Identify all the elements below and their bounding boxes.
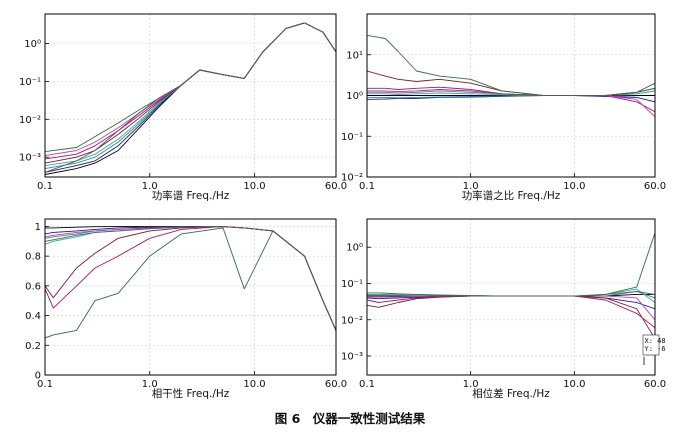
y-tick-label: 10⁻² (341, 173, 363, 184)
y-tick-label: 10⁻² (341, 315, 363, 326)
x-axis-label: 功率谱之比 Freq./Hz (462, 189, 561, 202)
x-tick-label: 0.1 (359, 181, 375, 192)
x-tick-label: 60.0 (325, 379, 347, 390)
x-axis-label: 相干性 Freq./Hz (152, 387, 230, 400)
series-group (367, 232, 655, 339)
x-tick-label: 10.0 (563, 181, 585, 192)
y-tick-label: 1 (35, 222, 41, 233)
x-tick-label: 10.0 (243, 181, 265, 192)
x-tick-label: 1.0 (463, 379, 479, 390)
figure-caption: 图 6 仪器一致性测试结果 (274, 411, 426, 426)
x-tick-label: 60.0 (644, 379, 666, 390)
y-tick-label: 10⁰ (346, 243, 363, 254)
x-tick-label: 1.0 (142, 181, 158, 192)
y-tick-label: 0 (35, 371, 41, 382)
series-line-9 (45, 22, 336, 173)
x-axis-label: 相位差 Freq./Hz (472, 387, 550, 400)
series-group (45, 22, 336, 175)
series-line-9 (367, 291, 655, 297)
plot-frame (44, 218, 337, 376)
x-tick-label: 10.0 (243, 379, 265, 390)
chart-panel-phase-diff: 0.1 1.0 10.0 60.0 10⁻³ 10⁻² 10⁻¹ 10⁰ 相位差 Freq./H… (341, 218, 666, 400)
plot-frame (366, 218, 656, 376)
x-tick-label: 60.0 (325, 181, 347, 192)
x-tick-label: 0.1 (37, 379, 53, 390)
chart-panel-coherence: 0.1 1.0 10.0 60.0 0 0.2 0.4 0.6 0.8 1 相干性 Freq./Hz (25, 218, 347, 400)
chart-panel-psd-ratio: 0.1 1.0 10.0 60.0 10⁻² 10⁻¹ 10⁰ 10¹ 功率谱之比 Freq./… (341, 13, 666, 202)
plot-area (45, 14, 336, 177)
series-line-7 (367, 90, 655, 118)
y-tick-label: 10⁻² (19, 115, 41, 126)
x-tick-label: 10.0 (563, 379, 585, 390)
series-line-9 (367, 82, 655, 96)
y-tick-label: 10⁻¹ (19, 77, 41, 88)
x-tick-label: 1.0 (142, 379, 158, 390)
series-group (45, 226, 336, 339)
y-tick-label: 10¹ (346, 50, 363, 61)
y-tick-label: 0.2 (25, 341, 41, 352)
data-tip-line: X: 48 (645, 337, 666, 345)
series-group (367, 34, 655, 118)
y-tick-label: 10⁻³ (341, 352, 363, 363)
y-tick-label: 10⁻¹ (341, 279, 363, 290)
y-tick-label: 0.6 (25, 281, 41, 292)
x-tick-label: 0.1 (37, 181, 53, 192)
x-axis-label: 功率谱 Freq./Hz (152, 189, 230, 202)
y-tick-label: 10⁻¹ (341, 132, 363, 143)
y-tick-label: 10⁻³ (19, 153, 41, 164)
y-tick-label: 0.8 (25, 252, 41, 263)
data-tip: X: 48Y: -6 (642, 334, 666, 365)
chart-panel-psd: 0.1 1.0 10.0 60.0 10⁻³ 10⁻² 10⁻¹ 10⁰ 功率谱 Freq./H… (19, 13, 347, 202)
y-tick-label: 10⁰ (24, 39, 41, 50)
y-tick-label: 10⁰ (346, 91, 363, 102)
plot-area (45, 219, 336, 375)
series-line-9 (45, 226, 336, 331)
x-tick-label: 60.0 (644, 181, 666, 192)
plot-frame (44, 13, 337, 178)
data-tip-line: Y: -6 (645, 345, 666, 353)
x-tick-label: 0.1 (359, 379, 375, 390)
y-tick-label: 0.4 (25, 311, 41, 322)
x-tick-label: 1.0 (463, 181, 479, 192)
